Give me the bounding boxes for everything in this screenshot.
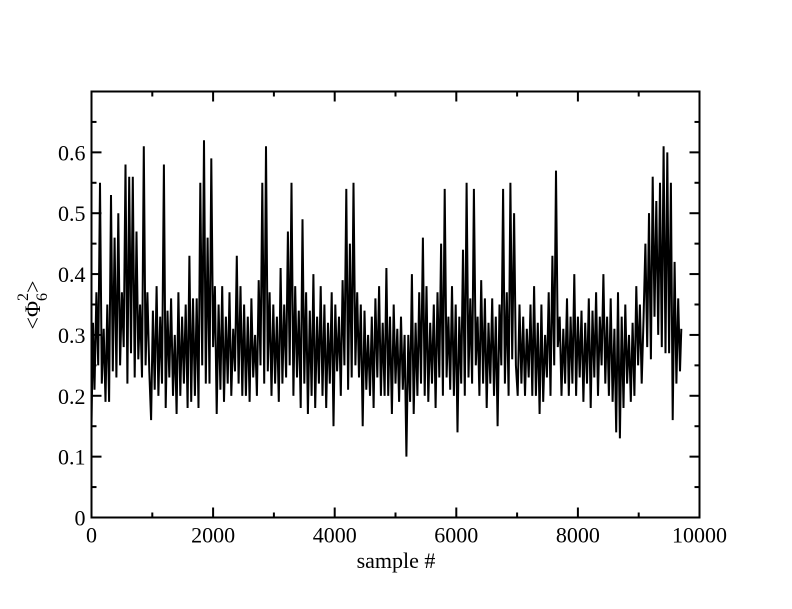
x-tick-label: 2000 [191, 523, 235, 548]
x-tick-label: 4000 [313, 523, 357, 548]
x-tick-label: 8000 [556, 523, 600, 548]
x-axis: 0 2000 4000 6000 8000 10000 [86, 91, 727, 548]
x-tick-label: 10000 [672, 523, 727, 548]
x-axis-title: sample # [357, 548, 436, 573]
y-axis-title: <Φ62> [15, 281, 51, 330]
y-axis-title-open: < [20, 317, 45, 329]
y-axis-title-subscript: 6 [34, 293, 51, 301]
y-tick-label: 0.3 [58, 323, 86, 348]
y-axis-title-symbol: Φ [20, 301, 45, 317]
x-tick-label: 6000 [434, 523, 478, 548]
y-tick-label: 0.1 [58, 445, 86, 470]
x-tick-label: 0 [86, 523, 97, 548]
y-axis-title-close: > [20, 281, 45, 293]
series-line [90, 140, 683, 457]
y-tick-label: 0.2 [58, 384, 86, 409]
y-axis-title-superscript: 2 [15, 293, 32, 301]
y-tick-label: 0 [75, 506, 86, 531]
y-tick-label: 0.5 [58, 201, 86, 226]
y-tick-label: 0.4 [58, 262, 86, 287]
plot-area [90, 90, 701, 519]
y-tick-label: 0.6 [58, 140, 86, 165]
plot-frame [90, 90, 701, 519]
y-axis: 0 0.1 0.2 0.3 0.4 0.5 0.6 [58, 120, 700, 531]
